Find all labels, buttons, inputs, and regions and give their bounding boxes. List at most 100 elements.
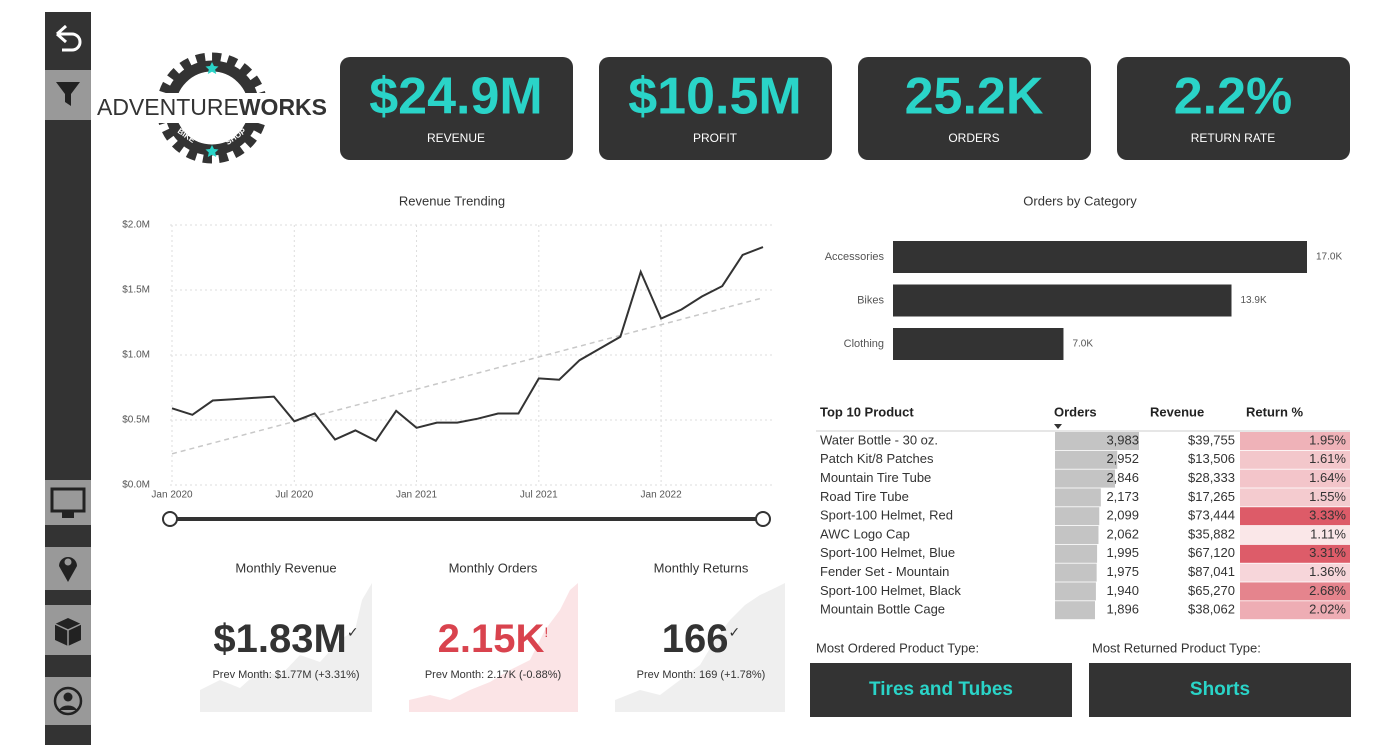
sort-arrow (1054, 424, 1062, 429)
logo: ADVENTUREWORKS BIKE SHOP (97, 52, 327, 164)
most-ordered-card (810, 663, 1072, 717)
orders-bar (1055, 563, 1097, 582)
orders-value: 1,995 (1106, 545, 1139, 560)
logo-text: ADVENTUREWORKS (97, 94, 327, 120)
nav-map[interactable] (45, 547, 91, 590)
sparkline-bg (409, 583, 578, 712)
return-cell (1240, 507, 1350, 526)
card-title: Monthly Returns (654, 560, 749, 575)
return-cell (1240, 601, 1350, 620)
user-body (59, 705, 77, 710)
y-tick-label: $1.5M (122, 285, 150, 296)
orders-value: 1,940 (1106, 583, 1139, 598)
return-cell (1240, 526, 1350, 544)
orders-value: 3,983 (1106, 432, 1139, 447)
revenue-value: $65,270 (1188, 583, 1235, 598)
revenue-value: $17,265 (1188, 489, 1235, 504)
x-tick-label: Jul 2021 (520, 490, 558, 501)
kpi-label: ORDERS (948, 131, 999, 145)
orders-bar (1055, 544, 1098, 563)
column-header: Orders (1054, 404, 1097, 419)
bar (893, 284, 1232, 317)
orders-bar (1055, 469, 1116, 488)
orders-value: 2,952 (1106, 451, 1139, 466)
bar (893, 328, 1064, 360)
card-indicator: ✓ (729, 624, 741, 640)
most-returned-value: Shorts (1190, 679, 1250, 700)
bar-label: 17.0K (1316, 252, 1342, 263)
pin-hole (64, 558, 72, 566)
sparkline-bg (200, 583, 372, 712)
monitor-stand (62, 512, 74, 518)
revenue-value: $28,333 (1188, 470, 1235, 485)
x-tick-label: Jan 2020 (151, 490, 193, 501)
return-value: 3.31% (1309, 545, 1346, 560)
logo-star (205, 145, 219, 157)
card-title: Monthly Orders (449, 560, 538, 575)
return-cell (1240, 582, 1350, 601)
return-cell (1240, 488, 1350, 507)
orders-value: 2,099 (1106, 508, 1139, 523)
y-tick-label: $1.0M (122, 350, 150, 361)
return-cell (1240, 469, 1350, 488)
orders-bar (1055, 601, 1095, 620)
card-prev: Prev Month: 169 (+1.78%) (637, 669, 766, 681)
product-name: Mountain Tire Tube (820, 470, 931, 485)
card-prev: Prev Month: 2.17K (-0.88%) (425, 669, 561, 681)
logo-bold: WORKS (239, 94, 327, 120)
monitor-icon (50, 487, 86, 513)
return-value: 2.68% (1309, 583, 1346, 598)
chart-title: Orders by Category (1023, 193, 1137, 208)
return-value: 1.11% (1310, 526, 1346, 541)
orders-value: 1,975 (1106, 564, 1139, 579)
sparkline-bg (615, 583, 785, 712)
most-ordered-value: Tires and Tubes (869, 679, 1013, 700)
return-cell (1240, 432, 1350, 450)
pin-icon (58, 556, 77, 582)
bar (893, 241, 1307, 273)
nav-product[interactable] (45, 605, 91, 655)
revenue-value: $67,120 (1188, 545, 1235, 560)
most-returned-card (1089, 663, 1351, 717)
return-cell (1240, 544, 1350, 563)
return-value: 3.33% (1309, 508, 1346, 523)
return-value: 1.36% (1309, 564, 1346, 579)
card-value-text: 166 (662, 617, 729, 661)
orders-value: 2,062 (1106, 526, 1139, 541)
bar-label: 13.9K (1241, 295, 1267, 306)
orders-bar (1055, 526, 1099, 544)
logo-light: ADVENTURE (97, 94, 239, 120)
most-returned-label: Most Returned Product Type: (1092, 640, 1261, 655)
product-name: AWC Logo Cap (820, 526, 910, 541)
column-header: Revenue (1150, 404, 1204, 419)
product-name: Mountain Bottle Cage (820, 602, 945, 617)
trend-line (171, 297, 764, 455)
kpi-value: 25.2K (905, 68, 1044, 126)
return-value: 1.55% (1309, 489, 1346, 504)
card-value: $1.83M✓ (213, 617, 358, 661)
card-value: 2.15K! (438, 617, 549, 661)
nav-customer[interactable] (45, 677, 91, 725)
y-tick-label: $2.0M (122, 220, 150, 231)
filter-button[interactable] (45, 70, 91, 120)
card-indicator: ✓ (347, 624, 359, 640)
product-name: Patch Kit/8 Patches (820, 451, 934, 466)
kpi-value: $10.5M (628, 68, 801, 126)
kpi-card (599, 57, 832, 160)
revenue-value: $13,506 (1188, 451, 1235, 466)
logo-star (205, 62, 219, 74)
chart-title: Revenue Trending (399, 193, 505, 208)
slider-handle[interactable] (162, 511, 178, 527)
user-icon (53, 686, 83, 716)
revenue-line (171, 246, 764, 443)
card-value-text: 2.15K (438, 617, 545, 661)
card-title: Monthly Revenue (235, 560, 336, 575)
column-header: Top 10 Product (820, 404, 914, 419)
slider-handle[interactable] (755, 511, 771, 527)
nav-dashboard[interactable] (45, 480, 91, 525)
back-button[interactable] (56, 24, 82, 52)
product-name: Sport-100 Helmet, Black (820, 583, 961, 598)
logo-band (108, 93, 316, 123)
kpi-label: REVENUE (427, 131, 485, 145)
y-tick-label: $0.5M (122, 415, 150, 426)
